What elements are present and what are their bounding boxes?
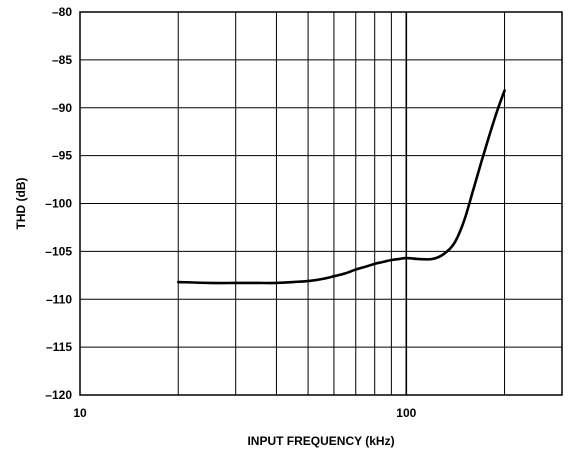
y-tick-label: –80: [52, 5, 72, 19]
y-tick-label: –85: [52, 53, 72, 67]
y-tick-label: –110: [46, 292, 72, 306]
plot-frame: [79, 11, 563, 396]
y-axis-label: THD (dB): [14, 178, 28, 230]
x-axis-label: INPUT FREQUENCY (kHz): [247, 434, 394, 448]
y-tick-label: –100: [45, 197, 72, 211]
y-tick-label: –105: [45, 244, 72, 258]
series-layer: [176, 89, 506, 285]
y-tick-label: –115: [46, 340, 72, 354]
grid-lines: [80, 11, 562, 396]
x-tick-label: 100: [396, 406, 416, 420]
thd-series-line: [176, 89, 506, 285]
y-tick-label: –95: [52, 149, 72, 163]
y-tick-labels: –80 –85 –90 –95 –100 –105 –110 –115 –120: [45, 5, 72, 402]
x-tick-labels: 10 100: [73, 406, 416, 420]
y-tick-label: –90: [52, 101, 72, 115]
x-tick-label: 10: [73, 406, 87, 420]
y-tick-label: –120: [45, 388, 72, 402]
